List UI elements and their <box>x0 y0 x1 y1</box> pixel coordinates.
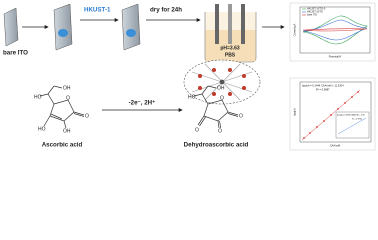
r-squared: R² = 0.9987 <box>316 88 330 92</box>
ascorbic-acid-structure <box>39 85 85 129</box>
atom: O <box>85 113 89 119</box>
legend-entry: bare ITO <box>307 13 317 17</box>
atom: HO <box>38 126 46 132</box>
cv-curve <box>302 28 368 32</box>
axis-label: Potential/V <box>329 55 342 59</box>
electrode <box>215 4 219 44</box>
atom: OH <box>63 85 71 91</box>
ito-slide <box>53 3 73 51</box>
legend-entry: HKUST-1/ITO <box>307 10 323 14</box>
axis-label: Current/μA <box>293 23 297 36</box>
inset-equation: Ipa/μA = 0.0488 CAA/mM + 11.47 <box>337 114 365 117</box>
cv-curve <box>302 19 368 41</box>
atom: O <box>239 113 243 119</box>
cv-curve <box>302 15 368 45</box>
zoom-line <box>221 59 227 63</box>
atom: O <box>195 127 199 133</box>
atom: HO <box>188 94 196 100</box>
step-label: HKUST-1 <box>84 7 111 14</box>
ito-slide <box>3 7 19 47</box>
calibration-points <box>303 91 359 139</box>
electrode <box>241 4 245 44</box>
inset-fit-line <box>337 117 367 135</box>
step-label: dry for 24h <box>150 7 182 14</box>
axis-label: CAA/mM <box>330 144 340 148</box>
compound-label: Ascorbic acid <box>42 142 83 149</box>
mof-nodes <box>198 68 246 96</box>
compound-label: Dehydroascorbic acid <box>184 142 249 149</box>
ito-slide <box>121 3 141 51</box>
calibration-axes <box>299 81 372 143</box>
reaction-condition: -2e⁻, 2H⁺ <box>129 100 156 107</box>
cv-axes <box>299 6 371 54</box>
atom: OH <box>217 85 225 91</box>
legend-entry: HKUST-1/ITO-5 <box>307 7 326 11</box>
atom: O <box>220 95 224 101</box>
electrode <box>228 4 232 44</box>
diagram: bare ITO HKUST-1 dry for 24h pH=3.63 PBS… <box>3 2 376 151</box>
atom: HO <box>34 94 42 100</box>
equation: Ipa/μA = 0.1444 CAA/mM + 11.3204 <box>302 84 344 88</box>
buffer-label: PBS <box>225 52 236 58</box>
inset <box>335 111 370 139</box>
step-label: bare ITO <box>3 50 28 57</box>
page: {"steps": {"bare_ito": "bare ITO", "hkus… <box>3 2 376 151</box>
ph-label: pH=3.63 <box>220 45 240 51</box>
drop <box>58 29 68 37</box>
inset-r-squared: R² = 0.9962 <box>352 118 362 121</box>
atom: O <box>66 95 70 101</box>
film <box>126 29 136 37</box>
axis-label: Ipa/μA <box>293 108 297 116</box>
dehydroascorbic-acid-structure <box>193 85 239 129</box>
atom: O <box>218 128 222 134</box>
atom: OH <box>63 128 71 134</box>
